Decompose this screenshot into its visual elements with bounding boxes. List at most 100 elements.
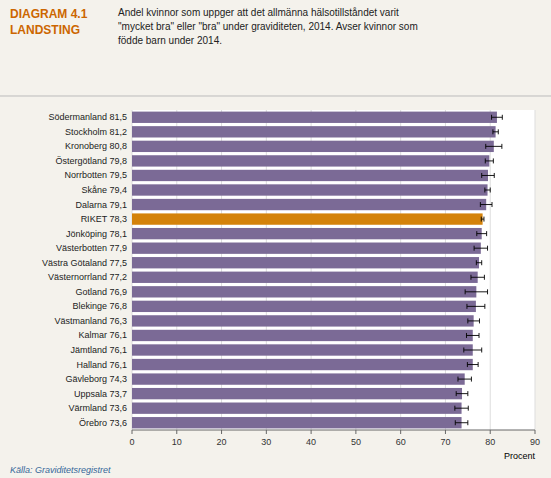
error-bar (467, 304, 485, 309)
x-tick-label: 10 (172, 437, 182, 447)
x-tick (535, 430, 536, 434)
error-bar (480, 202, 492, 207)
data-label: 79,4 (109, 185, 127, 195)
y-tick-label: Västernorrland 77,2 (48, 272, 127, 282)
error-bar (476, 260, 481, 265)
y-tick-label: Dalarna 79,1 (75, 200, 127, 210)
category-label: Skåne (81, 185, 109, 195)
x-tick-label: 50 (351, 437, 361, 447)
y-tick-label: Uppsala 73,7 (74, 389, 127, 399)
y-tick-label: Norrbotten 79,5 (64, 170, 127, 180)
data-label: 77,5 (109, 258, 127, 268)
bar (132, 330, 473, 341)
x-tick (221, 430, 222, 434)
bar (132, 199, 486, 210)
category-label: Dalarna (75, 200, 109, 210)
y-tick-label: Västmanland 76,3 (54, 316, 127, 326)
x-tick (176, 430, 177, 434)
data-label: 79,1 (109, 200, 127, 210)
y-tick-label: Västerbotten 77,9 (56, 243, 127, 253)
x-tick-label: 80 (485, 437, 495, 447)
error-bar (485, 158, 493, 163)
bar (132, 257, 479, 268)
error-bar (481, 217, 484, 222)
y-tick-label: Södermanland 81,5 (48, 112, 127, 122)
bar (132, 141, 494, 152)
bar (132, 403, 462, 414)
data-label: 78,1 (109, 229, 127, 239)
data-label: 80,8 (109, 141, 127, 151)
error-bar (471, 275, 484, 280)
bar (132, 184, 488, 195)
description-line: Andel kvinnor som uppger att det allmänn… (118, 7, 399, 18)
category-label: Värmland (68, 403, 109, 413)
x-tick-label: 40 (306, 437, 316, 447)
category-label: Gävleborg (65, 374, 109, 384)
data-label: 79,8 (109, 156, 127, 166)
bar (132, 417, 462, 428)
grid-line (490, 110, 491, 430)
error-bar (466, 333, 479, 338)
x-tick (400, 430, 401, 434)
data-label: 77,9 (109, 243, 127, 253)
source: Källa: Graviditetsregistret (10, 465, 111, 475)
data-label: 81,2 (109, 127, 127, 137)
category-label: Kronoberg (65, 141, 110, 151)
bar (132, 286, 476, 297)
category-label: Örebro (79, 418, 110, 428)
bar (132, 301, 476, 312)
description-line: födde barn under 2014. (118, 35, 222, 46)
error-bar (468, 318, 480, 323)
y-tick-label: Stockholm 81,2 (65, 127, 127, 137)
bar (132, 243, 481, 254)
y-tick-label: Gävleborg 74,3 (65, 374, 127, 384)
error-bar (465, 289, 487, 294)
y-tick-label: Östergötland 79,8 (55, 156, 127, 166)
category-label: Halland (76, 360, 109, 370)
category-label: RIKET (81, 214, 110, 224)
bar (132, 126, 496, 137)
y-tick-label: Blekinge 76,8 (72, 301, 127, 311)
x-axis-line (132, 430, 535, 431)
data-label: 79,5 (109, 170, 127, 180)
x-tick (311, 430, 312, 434)
description: Andel kvinnor som uppger att det allmänn… (118, 7, 418, 46)
background (0, 0, 551, 478)
error-bar (455, 406, 468, 411)
y-tick-label: Kalmar 76,1 (78, 330, 127, 340)
y-tick-label: Skåne 79,4 (81, 185, 127, 195)
bar (132, 315, 474, 326)
error-bar (455, 420, 468, 425)
x-tick (355, 430, 356, 434)
error-bar (474, 246, 487, 251)
bar (132, 228, 482, 239)
bar (132, 213, 483, 224)
error-bar (458, 377, 471, 382)
y-tick-label: Jämtland 76,1 (70, 345, 127, 355)
bar (132, 344, 473, 355)
x-tick-label: 30 (261, 437, 271, 447)
x-tick-label: 70 (440, 437, 450, 447)
bars (132, 112, 502, 429)
data-label: 77,2 (109, 272, 127, 282)
category-label: Kalmar (78, 330, 109, 340)
category-label: Västra Götaland (42, 258, 110, 268)
x-tick (490, 430, 491, 434)
data-label: 76,3 (109, 316, 127, 326)
x-tick-label: 0 (129, 437, 134, 447)
category-label: Jönköping (66, 229, 110, 239)
error-bar (492, 115, 503, 120)
error-bar (456, 391, 468, 396)
subtitle: LANDSTING (10, 23, 80, 37)
error-bar (485, 188, 490, 193)
y-tick-label: Värmland 73,6 (68, 403, 127, 413)
category-label: Blekinge (72, 301, 109, 311)
error-bar (493, 129, 498, 134)
category-label: Jämtland (70, 345, 109, 355)
x-tick (132, 430, 133, 434)
chart: DIAGRAM 4.1LANDSTINGAndel kvinnor som up… (0, 0, 551, 478)
data-label: 76,9 (109, 287, 127, 297)
bar (132, 359, 473, 370)
x-tick-label: 20 (217, 437, 227, 447)
data-label: 73,6 (109, 403, 127, 413)
